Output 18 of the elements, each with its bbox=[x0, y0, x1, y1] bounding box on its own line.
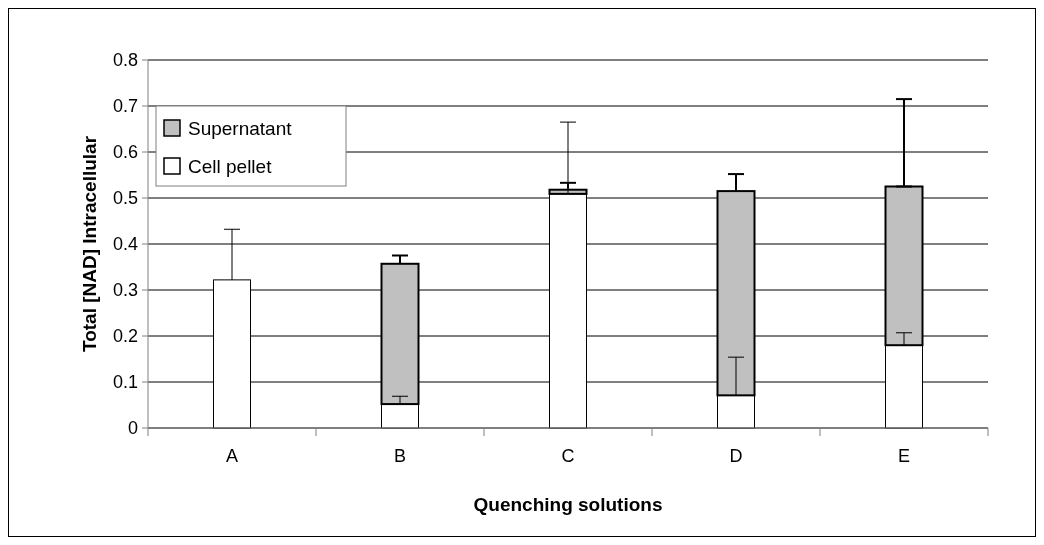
legend-label: Cell pellet bbox=[188, 155, 273, 177]
y-tick-label: 0.8 bbox=[112, 50, 138, 71]
x-tick-label: B bbox=[393, 446, 407, 466]
y-tick-label: 0 bbox=[127, 418, 138, 439]
x-tick-label: D bbox=[729, 446, 743, 466]
y-tick-label: 0.6 bbox=[112, 142, 138, 163]
x-axis-title: Quenching solutions bbox=[473, 494, 663, 515]
x-tick-label: C bbox=[561, 446, 575, 466]
x-tick-label: E bbox=[897, 446, 911, 466]
x-tick-label: A bbox=[225, 446, 239, 466]
y-tick-label: 0.1 bbox=[112, 372, 138, 393]
y-tick-label: 0.2 bbox=[112, 326, 138, 347]
y-tick-label: 0.5 bbox=[112, 188, 138, 209]
legend-label: Supernatant bbox=[188, 117, 293, 139]
y-tick-label: 0.4 bbox=[112, 234, 138, 255]
y-tick-label: 0.3 bbox=[112, 280, 138, 301]
y-tick-label: 0.7 bbox=[112, 96, 138, 117]
y-axis-title: Total [NAD] Intracellular bbox=[79, 135, 100, 353]
